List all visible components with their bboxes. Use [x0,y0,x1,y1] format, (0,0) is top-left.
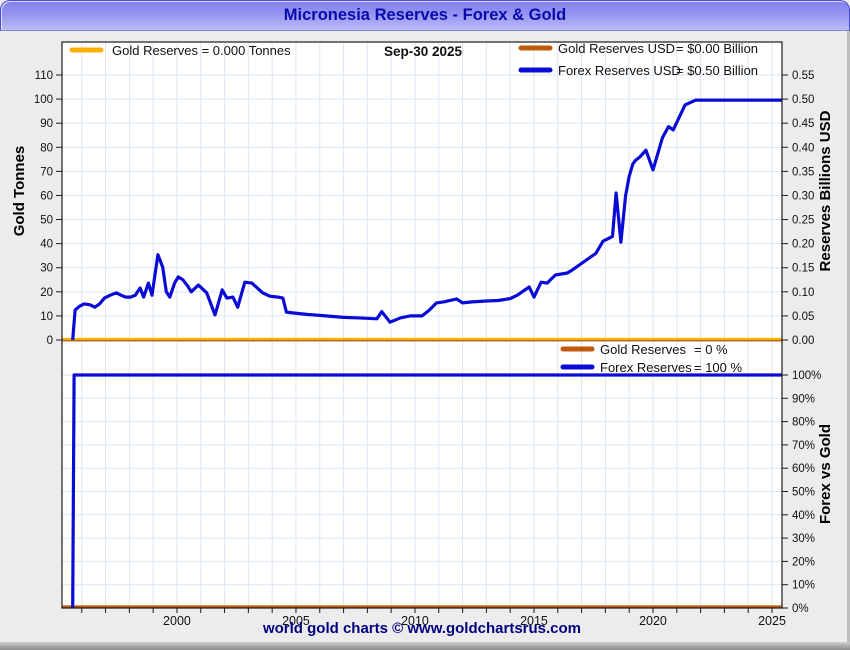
legend-value: = 0 % [694,342,728,357]
legend-label: Gold Reserves USD [558,41,675,56]
gold-tonnes-tick-label: 90 [40,118,53,130]
forex-vs-gold-tick-label: 70% [792,440,815,452]
year-tick-label: 2015 [520,614,548,628]
forex-reserves-usd-line [71,98,782,341]
gold-tonnes-tick-label: 30 [40,263,53,275]
gold-tonnes-axis-title: Gold Tonnes [11,146,28,237]
top-panel-series [62,98,782,342]
forex-vs-gold-tick-label: 80% [792,417,815,429]
footer-credit: world gold charts © www.goldchartsrus.co… [262,620,582,637]
titlebar: Micronesia Reserves - Forex & Gold [0,0,850,31]
year-tick-label: 2020 [639,614,667,628]
reserves-usd-tick-label: 0.50 [792,94,814,106]
gold-tonnes-tick-label: 10 [40,311,53,323]
window-right-edge [847,31,850,642]
legend-value: = $0.50 Billion [676,63,758,78]
reserves-usd-tick-label: 0.25 [792,215,814,227]
axis-ticks [56,74,788,613]
forex-vs-gold-tick-label: 40% [792,510,815,522]
legend-value: = $0.00 Billion [676,41,758,56]
gold-tonnes-tick-label: 70 [40,166,53,178]
reserves-usd-tick-label: 0.35 [792,166,814,178]
forex-vs-gold-tick-label: 50% [792,487,815,499]
gold-tonnes-legend-label: Gold Reserves = 0.000 Tonnes [112,43,291,58]
page-title: Micronesia Reserves - Forex & Gold [283,6,567,24]
reserves-usd-tick-label: 0.05 [792,311,814,323]
legend-label: Forex Reserves [600,360,692,375]
bottom-panel-series [62,373,782,609]
axis-titles: Gold Tonnes Reserves Billions USD Forex vs… [11,110,834,524]
forex-vs-gold-tick-label: 90% [792,393,815,405]
year-tick-label: 2010 [401,614,429,628]
legend-label: Forex Reserves USD [558,63,681,78]
gold-tonnes-tick-label: 100 [34,94,53,106]
reserves-usd-tick-label: 0.20 [792,239,814,251]
year-tick-label: 2000 [163,614,191,628]
forex-vs-gold-tick-label: 60% [792,463,815,475]
date-label: Sep-30 2025 [384,44,463,59]
forex-vs-gold-axis-title: Forex vs Gold [817,424,834,524]
window-bottom-edge [0,642,850,650]
reserves-usd-tick-label: 0.15 [792,263,814,275]
gold-tonnes-tick-label: 50 [40,215,53,227]
year-tick-label: 2005 [282,614,310,628]
forex-vs-gold-tick-label: 0% [792,603,809,615]
legend-value: = 100 % [694,360,743,375]
reserves-usd-tick-label: 0.10 [792,287,814,299]
legends: Gold Reserves = 0.000 Tonnes Sep-30 2025 G… [69,41,758,375]
gold-tonnes-tick-label: 110 [35,70,53,82]
axis-tick-labels: 0 10 20 30 40 50 60 70 80 90 100 110 0.00 0.05 0.10 0.1… [34,70,822,628]
reserves-chart: 0 10 20 30 40 50 60 70 80 90 100 110 0.00 0.05 0.10 0.1… [0,31,850,642]
reserves-usd-tick-label: 0.00 [792,335,814,347]
reserves-usd-axis-title: Reserves Billions USD [817,110,834,271]
reserves-usd-tick-label: 0.40 [792,142,814,154]
forex-vs-gold-tick-label: 10% [792,580,815,592]
gold-tonnes-tick-label: 0 [47,335,53,347]
gold-tonnes-tick-label: 80 [40,142,53,154]
gold-tonnes-tick-label: 60 [40,190,53,202]
forex-share-pct-line [71,373,782,609]
reserves-usd-tick-label: 0.45 [792,118,814,130]
gold-tonnes-tick-label: 20 [40,287,53,299]
reserves-usd-tick-label: 0.55 [792,70,814,82]
forex-vs-gold-tick-label: 100% [792,370,821,382]
forex-vs-gold-tick-label: 30% [792,533,815,545]
legend-label: Gold Reserves [600,342,686,357]
gold-tonnes-tick-label: 40 [40,239,53,251]
gridlines [62,42,782,608]
year-tick-label: 2025 [758,614,786,628]
reserves-usd-tick-label: 0.30 [792,190,814,202]
plot-frame [61,41,783,609]
forex-vs-gold-tick-label: 20% [792,556,815,568]
